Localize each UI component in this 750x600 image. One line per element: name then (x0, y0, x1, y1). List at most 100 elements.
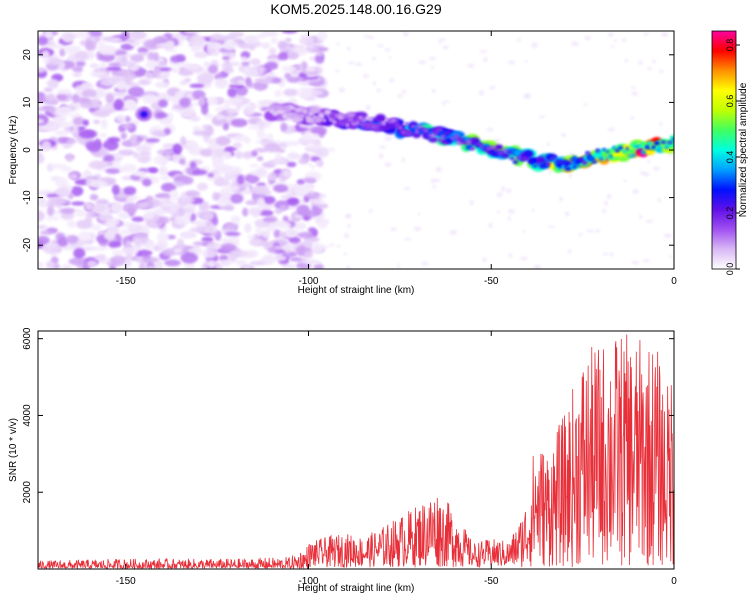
noise-blob (251, 58, 261, 66)
ridge-blob (657, 146, 663, 151)
noise-blob (90, 203, 107, 213)
noise-blob (96, 87, 105, 99)
noise-blob (624, 59, 629, 63)
noise-blob (110, 202, 123, 214)
noise-blob (156, 149, 175, 156)
noise-blob (241, 61, 250, 66)
noise-blob (108, 62, 122, 67)
noise-blob (376, 88, 382, 92)
noise-blob (507, 216, 511, 221)
noise-blob (190, 34, 205, 46)
noise-blob (296, 257, 303, 263)
noise-blob (434, 178, 441, 183)
noise-blob (346, 46, 351, 51)
noise-blob (169, 189, 179, 201)
ridge-blob (286, 117, 291, 121)
noise-blob (372, 81, 377, 86)
noise-blob (180, 191, 187, 203)
noise-blob (189, 83, 205, 88)
noise-blob (315, 52, 323, 57)
ridge-blob (430, 133, 437, 138)
noise-blob (250, 66, 257, 77)
noise-blob (578, 233, 583, 237)
noise-blob (57, 236, 69, 247)
ridge-blob (416, 124, 424, 128)
ridge-blob (328, 118, 334, 122)
ridge-blob (664, 145, 670, 150)
ridge-blob (569, 158, 574, 162)
noise-blob (243, 34, 259, 45)
noise-blob (647, 66, 652, 71)
noise-blob (203, 113, 213, 119)
noise-blob (234, 150, 243, 159)
ridge-blob (434, 131, 439, 136)
noise-blob (172, 181, 185, 187)
noise-blob (231, 250, 248, 257)
noise-blob (368, 36, 375, 40)
ridge-blob (602, 147, 607, 151)
noise-blob (59, 207, 75, 214)
noise-blob (396, 94, 404, 98)
y-tick-label: -10 (22, 190, 33, 205)
ridge-blob (493, 147, 498, 152)
noise-blob (547, 225, 556, 229)
noise-blob (516, 38, 522, 42)
noise-blob (123, 255, 137, 262)
noise-blob (524, 60, 529, 63)
ridge-blob (651, 145, 656, 150)
noise-blob (124, 115, 131, 123)
ridge-blob (572, 165, 577, 169)
ridge-blob (318, 113, 325, 117)
noise-blob (138, 150, 152, 157)
x-tick-label: -150 (116, 276, 136, 287)
noise-blob (273, 220, 287, 226)
noise-blob (307, 227, 316, 233)
y-tick-label: 20 (22, 49, 33, 61)
x-tick-label: 0 (671, 276, 677, 287)
noise-blob (139, 261, 147, 269)
noise-blob (211, 149, 225, 157)
noise-blob (314, 54, 325, 64)
noise-blob (103, 154, 115, 162)
noise-blob (603, 200, 609, 206)
ridge-blob (311, 115, 318, 119)
ridge-blob (577, 157, 585, 162)
ridge-blob (503, 148, 508, 153)
noise-blob (249, 261, 266, 266)
y-tick-label: 4000 (22, 404, 33, 427)
noise-blob (226, 108, 240, 114)
noise-blob (86, 260, 98, 267)
noise-blob (218, 259, 232, 267)
noise-blob (72, 65, 84, 73)
noise-blob (47, 78, 59, 90)
noise-blob (298, 139, 315, 145)
noise-blob (145, 59, 158, 70)
noise-blob (128, 89, 143, 95)
noise-blob (317, 220, 328, 229)
ridge-blob (548, 157, 555, 161)
noise-blob (38, 210, 46, 222)
noise-blob (486, 127, 494, 132)
noise-blob (38, 118, 45, 124)
noise-blob (170, 55, 185, 63)
x-tick-label: -100 (298, 576, 318, 587)
noise-blob (243, 265, 251, 269)
noise-blob (171, 152, 182, 163)
noise-blob (258, 120, 266, 130)
noise-blob (413, 226, 422, 232)
noise-blob (85, 40, 96, 51)
noise-blob (123, 186, 137, 196)
ridge-blob (456, 141, 463, 145)
noise-blob (230, 193, 244, 204)
noise-blob (38, 36, 48, 46)
noise-blob (569, 152, 575, 157)
ridge-blob (348, 118, 354, 122)
noise-blob (308, 205, 313, 210)
colorbar-ticks: 0.0 0.2 0.4 0.6 0.8 (725, 39, 740, 275)
noise-blob (154, 81, 170, 89)
noise-blob (638, 60, 644, 65)
noise-blob (144, 265, 157, 269)
noise-blob (180, 136, 187, 147)
ridge-blob (325, 110, 331, 114)
noise-blob (225, 231, 241, 236)
